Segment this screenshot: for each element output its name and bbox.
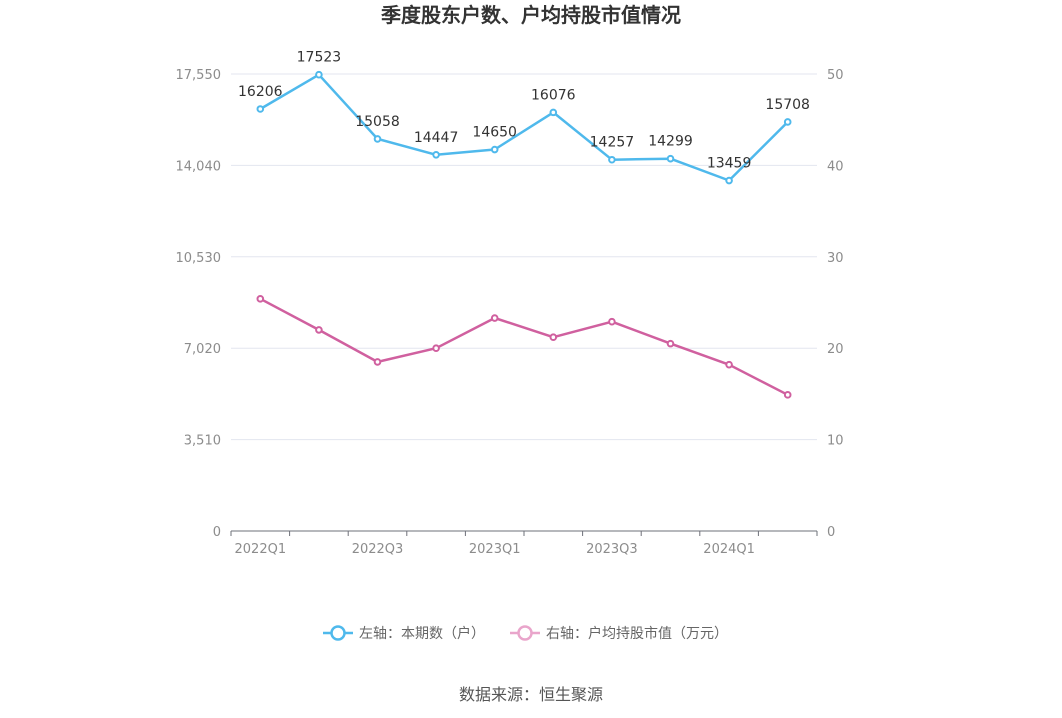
data-label: 14447: [414, 130, 459, 146]
right-tick-label: 10: [827, 434, 844, 449]
x-tick-label: 2022Q1: [235, 542, 287, 557]
legend-marker-icon: [330, 625, 346, 641]
series-2-point: [725, 360, 733, 369]
data-label: 17523: [297, 50, 342, 66]
series-1-point: [549, 108, 558, 117]
legend-label: 左轴：本期数（户）: [359, 625, 485, 642]
data-label: 14299: [648, 134, 693, 150]
x-tick-label: 2023Q3: [586, 542, 638, 557]
axes: 0 0 3,510 10 7,020 20 10,530 30 14,040 40 17,550 50…: [176, 68, 844, 557]
legend-marker-icon: [517, 625, 533, 641]
x-tick-label: 2022Q3: [352, 542, 404, 557]
data-label: 15708: [765, 97, 810, 113]
series-1-point: [256, 105, 265, 113]
x-tick-label: 2023Q1: [469, 542, 521, 557]
left-tick-label: 0: [213, 525, 221, 540]
left-tick-label: 14,040: [176, 159, 222, 174]
legend-item-2[interactable]: 右轴：户均持股市值（万元）: [510, 625, 728, 642]
series-1-point: [608, 155, 616, 164]
data-label: 13459: [707, 156, 752, 172]
data-label: 14257: [590, 135, 635, 151]
legend[interactable]: 左轴：本期数（户） 右轴：户均持股市值（万元）: [323, 625, 728, 642]
series-2-point: [373, 358, 382, 366]
series-line-2: [259, 297, 789, 396]
series-2-point: [256, 295, 265, 303]
series-1-point: [666, 154, 675, 163]
series-2-point: [315, 326, 323, 334]
source-text: 数据来源：恒生聚源: [459, 685, 603, 704]
right-tick-label: 50: [827, 68, 844, 83]
series-2-point: [666, 339, 675, 348]
series-1-point: [432, 151, 440, 159]
right-tick-label: 30: [827, 251, 844, 266]
series-2-point: [783, 391, 792, 399]
left-tick-label: 10,530: [176, 251, 222, 266]
left-tick-label: 7,020: [184, 342, 221, 357]
series-line-1: [259, 73, 789, 182]
data-label: 16076: [531, 87, 576, 103]
series-1-point: [783, 118, 792, 126]
series-1-point: [490, 145, 499, 154]
legend-label: 右轴：户均持股市值（万元）: [546, 625, 728, 642]
data-label: 15058: [355, 114, 400, 130]
series-1-point: [725, 176, 733, 185]
series: [256, 70, 792, 399]
data-labels: 16206 17523 15058 14447 14650 16076 14257 14299…: [238, 50, 810, 172]
left-tick-label: 17,550: [176, 68, 222, 83]
x-tick-label: 2024Q1: [703, 542, 755, 557]
series-2-point: [432, 344, 440, 353]
series-2-point: [608, 317, 616, 326]
right-tick-label: 40: [827, 159, 844, 174]
right-tick-label: 0: [827, 525, 835, 540]
series-1-point: [315, 70, 323, 79]
right-tick-label: 20: [827, 342, 844, 357]
series-2-point: [490, 314, 499, 322]
data-label: 16206: [238, 84, 283, 100]
chart-title: 季度股东户数、户均持股市值情况: [380, 3, 681, 27]
grid: [231, 73, 817, 441]
data-label: 14650: [472, 125, 517, 141]
left-tick-label: 3,510: [184, 434, 221, 449]
series-1-point: [373, 135, 382, 143]
legend-item-1[interactable]: 左轴：本期数（户）: [323, 625, 485, 642]
series-2-point: [549, 333, 558, 342]
